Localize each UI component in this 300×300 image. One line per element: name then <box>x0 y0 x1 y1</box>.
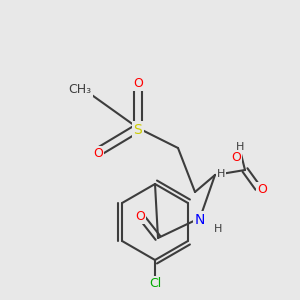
Text: H: H <box>217 169 225 179</box>
Text: O: O <box>135 210 145 223</box>
Text: H: H <box>236 142 244 152</box>
Text: N: N <box>195 212 205 226</box>
Text: O: O <box>231 151 241 164</box>
Text: O: O <box>93 147 103 160</box>
Text: H: H <box>214 224 222 234</box>
Text: O: O <box>257 183 267 196</box>
Text: Cl: Cl <box>149 277 161 290</box>
Text: CH₃: CH₃ <box>68 83 92 96</box>
Text: S: S <box>134 122 142 136</box>
Text: O: O <box>133 77 143 90</box>
